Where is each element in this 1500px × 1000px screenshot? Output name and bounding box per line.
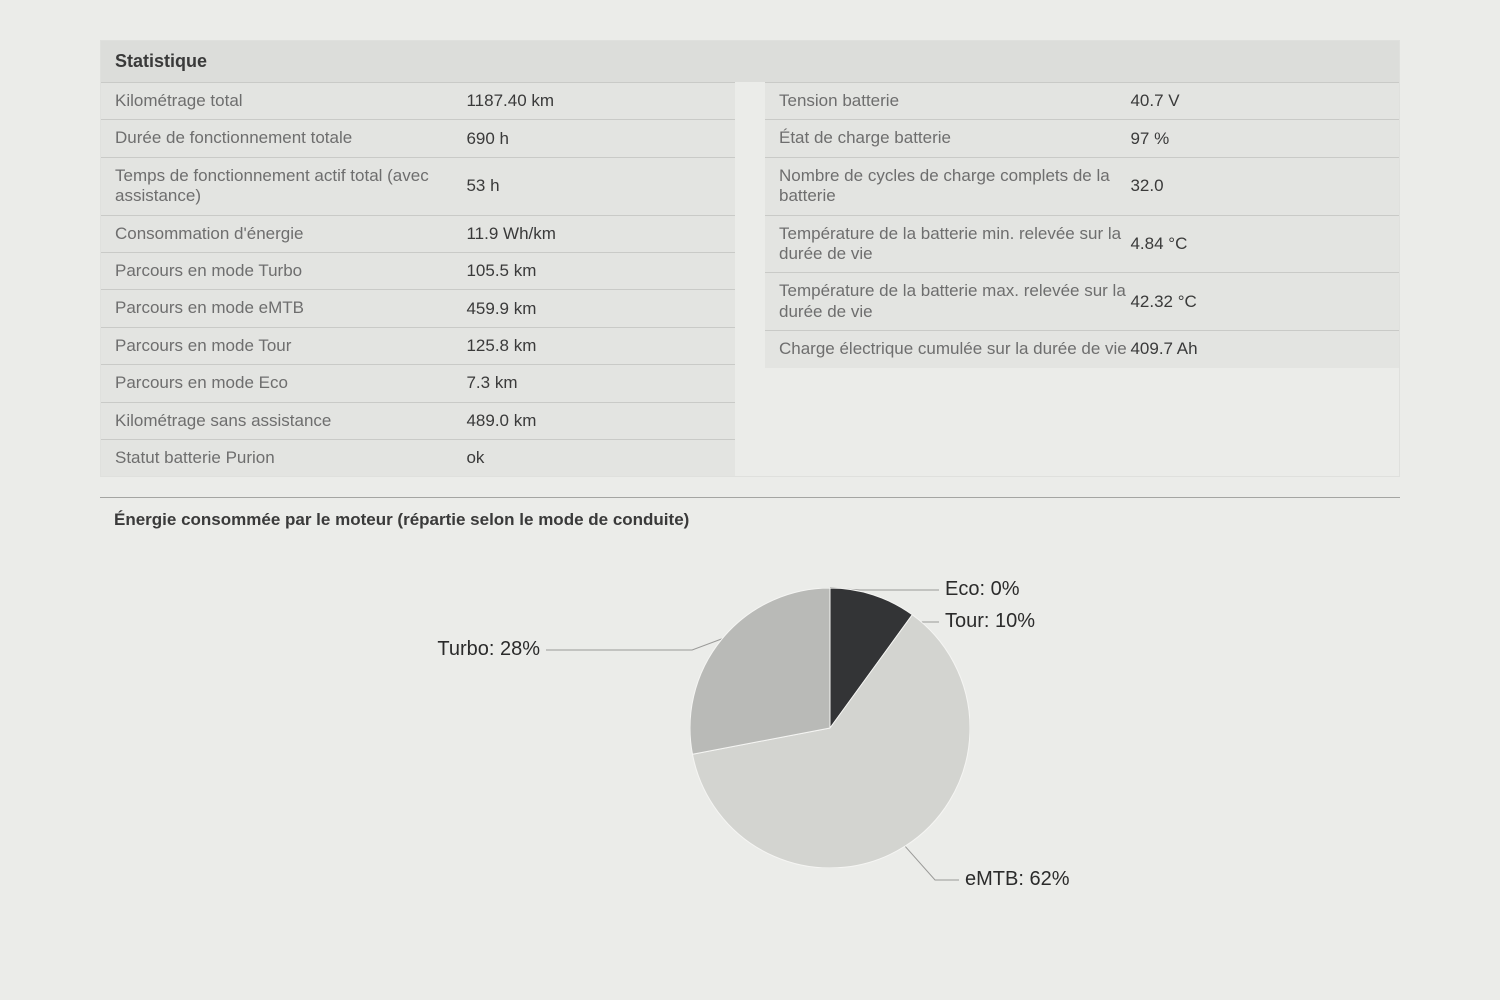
row-label: Kilométrage sans assistance [115,411,466,431]
row-label: Température de la batterie max. relevée … [779,281,1130,322]
row-label: Parcours en mode Eco [115,373,466,393]
table-row: Température de la batterie max. relevée … [765,272,1399,330]
row-label: Tension batterie [779,91,1130,111]
table-row: Nombre de cycles de charge complets de l… [765,157,1399,215]
stats-left-col: Kilométrage total1187.40 kmDurée de fonc… [101,82,735,476]
row-value: 53 h [466,176,721,196]
table-row: Charge électrique cumulée sur la durée d… [765,330,1399,367]
table-row: État de charge batterie97 % [765,119,1399,156]
row-label: Temps de fonctionnement actif total (ave… [115,166,466,207]
table-row: Temps de fonctionnement actif total (ave… [101,157,735,215]
pie-chart [690,588,970,873]
table-row: Parcours en mode Tour125.8 km [101,327,735,364]
chart-title: Énergie consommée par le moteur (réparti… [100,497,1400,538]
pie-slice-turbo [690,588,830,754]
row-label: Parcours en mode eMTB [115,298,466,318]
chart-label-tour: Tour: 10% [945,610,1035,633]
row-value: 7.3 km [466,373,721,393]
table-row: Parcours en mode eMTB459.9 km [101,289,735,326]
table-row: Parcours en mode Eco7.3 km [101,364,735,401]
table-row: Kilométrage total1187.40 km [101,82,735,119]
row-value: 459.9 km [466,299,721,319]
row-label: Statut batterie Purion [115,448,466,468]
stats-right-col: Tension batterie40.7 VÉtat de charge bat… [765,82,1399,476]
row-label: État de charge batterie [779,128,1130,148]
row-label: Durée de fonctionnement totale [115,128,466,148]
chart-area: Eco: 0% Tour: 10% eMTB: 62% Turbo: 28% [100,548,1400,968]
table-row: Durée de fonctionnement totale690 h [101,119,735,156]
chart-label-turbo: Turbo: 28% [437,638,540,661]
stats-panel: Statistique Kilométrage total1187.40 kmD… [100,40,1400,477]
row-value: 32.0 [1130,176,1385,196]
row-label: Température de la batterie min. relevée … [779,224,1130,265]
row-value: 4.84 °C [1130,234,1385,254]
table-row: Statut batterie Purionok [101,439,735,476]
row-value: 11.9 Wh/km [466,224,721,244]
row-value: 40.7 V [1130,91,1385,111]
row-value: 409.7 Ah [1130,339,1385,359]
table-row: Consommation d'énergie11.9 Wh/km [101,215,735,252]
row-label: Consommation d'énergie [115,224,466,244]
row-value: ok [466,448,721,468]
table-row: Parcours en mode Turbo105.5 km [101,252,735,289]
table-row: Tension batterie40.7 V [765,82,1399,119]
row-value: 1187.40 km [466,91,721,111]
row-value: 97 % [1130,129,1385,149]
row-label: Parcours en mode Turbo [115,261,466,281]
row-value: 42.32 °C [1130,292,1385,312]
row-value: 105.5 km [466,261,721,281]
row-label: Kilométrage total [115,91,466,111]
row-value: 489.0 km [466,411,721,431]
row-label: Nombre de cycles de charge complets de l… [779,166,1130,207]
table-row: Température de la batterie min. relevée … [765,215,1399,273]
row-label: Charge électrique cumulée sur la durée d… [779,339,1130,359]
row-label: Parcours en mode Tour [115,336,466,356]
stats-columns: Kilométrage total1187.40 kmDurée de fonc… [101,82,1399,476]
table-row: Kilométrage sans assistance489.0 km [101,402,735,439]
chart-label-emtb: eMTB: 62% [965,868,1069,891]
page: Statistique Kilométrage total1187.40 kmD… [0,0,1500,968]
row-value: 690 h [466,129,721,149]
row-value: 125.8 km [466,336,721,356]
chart-label-eco: Eco: 0% [945,578,1019,601]
stats-title: Statistique [101,41,1399,82]
